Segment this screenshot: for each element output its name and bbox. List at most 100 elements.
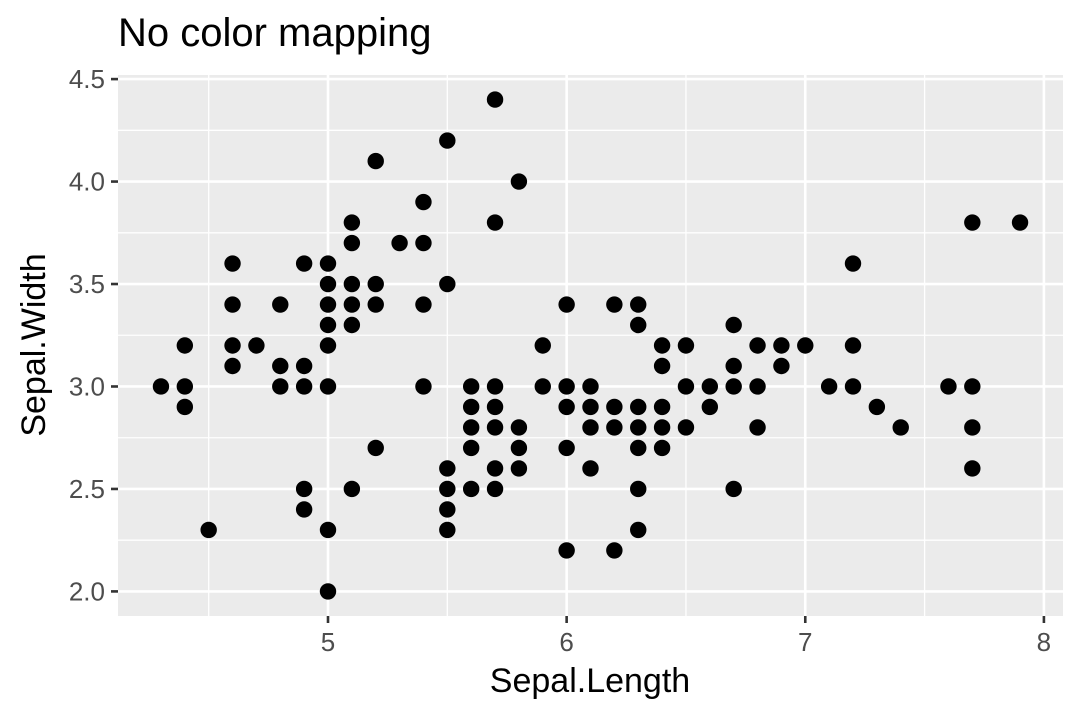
data-point [319, 296, 337, 313]
data-point [653, 357, 671, 375]
data-point [272, 357, 289, 375]
data-point [964, 460, 981, 477]
data-point [630, 480, 647, 498]
data-point [319, 275, 337, 293]
data-point [630, 439, 647, 457]
data-point [510, 173, 528, 190]
data-point [439, 460, 456, 477]
data-point [152, 378, 170, 395]
data-point [940, 378, 957, 395]
data-point [510, 439, 528, 457]
x-tick-label: 6 [559, 627, 573, 657]
data-point [701, 398, 719, 416]
data-point [797, 337, 814, 354]
data-point [582, 460, 599, 477]
data-point [439, 521, 456, 539]
data-point [272, 378, 289, 395]
data-point [582, 419, 599, 436]
y-tick-label: 3.5 [69, 269, 105, 299]
data-point [749, 337, 766, 354]
data-point [558, 439, 575, 457]
data-point [439, 501, 456, 518]
data-point [582, 398, 599, 416]
data-point [248, 337, 265, 354]
data-point [343, 480, 361, 498]
data-point [606, 398, 623, 416]
data-point [415, 234, 432, 252]
data-point [295, 255, 313, 272]
data-point [439, 480, 456, 498]
data-point [510, 460, 528, 477]
data-point [534, 378, 551, 395]
data-point [486, 398, 504, 416]
y-tick-label: 2.5 [69, 474, 105, 504]
plot-panel [118, 75, 1063, 616]
data-point [701, 378, 719, 395]
data-point [964, 419, 981, 436]
data-point [367, 152, 384, 170]
data-point [224, 296, 241, 313]
data-point [653, 337, 671, 354]
data-point [319, 583, 337, 600]
data-point [367, 439, 384, 457]
data-point [343, 296, 361, 313]
data-point [367, 296, 384, 313]
data-point [319, 255, 337, 272]
x-axis: 5 6 7 8 [321, 616, 1051, 657]
data-points [152, 91, 1029, 600]
chart-title: No color mapping [118, 11, 432, 55]
data-point [534, 337, 551, 354]
data-point [200, 521, 217, 539]
data-point [486, 480, 504, 498]
data-point [725, 316, 742, 334]
data-point [773, 357, 790, 375]
data-point [319, 316, 337, 334]
data-point [486, 91, 504, 108]
y-tick-label: 3.0 [69, 371, 105, 401]
data-point [606, 419, 623, 436]
data-point [844, 255, 862, 272]
data-point [653, 439, 671, 457]
data-point [892, 419, 909, 436]
data-point [272, 296, 289, 313]
data-point [964, 214, 981, 231]
data-point [343, 234, 361, 252]
data-point [677, 337, 695, 354]
data-point [630, 296, 647, 313]
data-point [1011, 214, 1029, 231]
data-point [964, 378, 981, 395]
data-point [462, 378, 480, 395]
x-axis-title: Sepal.Length [490, 662, 690, 700]
y-tick-label: 2.0 [69, 576, 105, 606]
data-point [295, 501, 313, 518]
data-point [319, 337, 337, 354]
data-point [725, 357, 742, 375]
data-point [749, 419, 766, 436]
data-point [295, 480, 313, 498]
data-point [820, 378, 838, 395]
x-tick-label: 5 [321, 627, 335, 657]
data-point [558, 542, 575, 559]
data-point [677, 419, 695, 436]
data-point [462, 439, 480, 457]
data-point [486, 419, 504, 436]
data-point [630, 398, 647, 416]
y-tick-label: 4.0 [69, 167, 105, 197]
data-point [630, 316, 647, 334]
x-tick-label: 8 [1037, 627, 1051, 657]
data-point [630, 419, 647, 436]
data-point [343, 316, 361, 334]
data-point [415, 193, 432, 211]
y-axis-title: Sepal.Width [15, 253, 53, 436]
data-point [868, 398, 886, 416]
data-point [653, 419, 671, 436]
data-point [844, 378, 862, 395]
data-point [295, 378, 313, 395]
data-point [462, 419, 480, 436]
data-point [558, 378, 575, 395]
data-point [176, 378, 194, 395]
data-point [606, 542, 623, 559]
data-point [295, 357, 313, 375]
data-point [319, 378, 337, 395]
